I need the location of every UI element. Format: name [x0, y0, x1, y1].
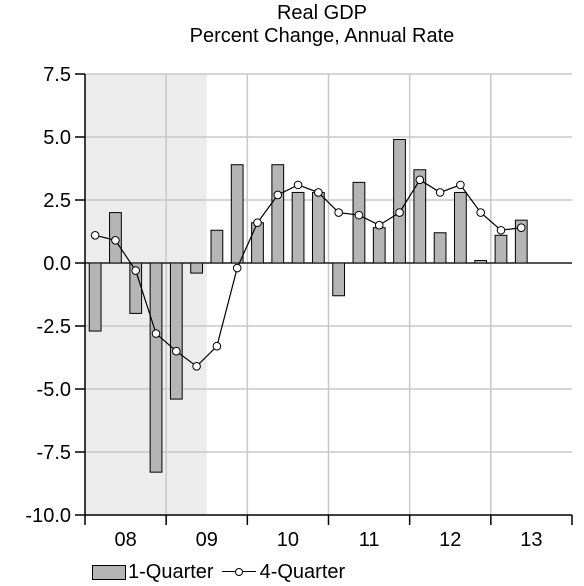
y-tick-label: 2.5 [43, 190, 71, 212]
legend-line-marker-icon [221, 565, 256, 579]
bar-1-quarter [311, 191, 325, 264]
legend-label-1-quarter: 1-Quarter [128, 560, 214, 583]
point-4-quarter [476, 208, 485, 217]
point-4-quarter [293, 180, 303, 190]
bar-1-quarter [372, 227, 386, 264]
point-4-quarter [496, 225, 506, 235]
bar-1-quarter [169, 262, 183, 400]
point-4-quarter [334, 208, 343, 217]
point-4-quarter [273, 190, 283, 200]
bar-1-quarter [332, 262, 346, 297]
bar-1-quarter [291, 191, 305, 264]
x-tick-label: 12 [439, 529, 461, 551]
point-4-quarter [151, 329, 161, 338]
y-tick-label: -5.0 [37, 379, 71, 401]
bar-1-quarter [454, 191, 467, 264]
bar-1-quarter [271, 164, 285, 264]
point-4-quarter [456, 180, 465, 190]
x-tick-label: 10 [277, 529, 299, 551]
point-4-quarter [374, 220, 384, 230]
point-4-quarter [253, 218, 262, 227]
point-4-quarter [131, 266, 141, 275]
chart-subtitle: Percent Change, Annual Rate [189, 25, 455, 47]
y-tick-label: 5.0 [43, 127, 71, 149]
bar-1-quarter [210, 229, 224, 264]
point-4-quarter [212, 341, 222, 351]
bar-1-quarter [190, 262, 203, 274]
bar-1-quarter [149, 262, 163, 473]
point-4-quarter [192, 362, 201, 371]
x-tick-label: 13 [520, 529, 542, 551]
legend: 1-Quarter 4-Quarter [92, 559, 345, 585]
y-tick-label: -10.0 [25, 505, 71, 527]
bar-1-quarter [251, 222, 264, 264]
bar-1-quarter [230, 164, 244, 264]
point-4-quarter [314, 188, 323, 197]
chart-title: Real GDP [276, 2, 368, 24]
x-tick-label: 08 [114, 529, 136, 551]
point-4-quarter [354, 210, 364, 220]
bar-1-quarter [413, 169, 427, 264]
y-tick-label: 0.0 [43, 253, 71, 275]
point-4-quarter [232, 263, 242, 273]
line-4-quarter [95, 179, 522, 368]
x-tick-label: 09 [196, 529, 218, 551]
bar-1-quarter [88, 262, 102, 332]
y-tick-label: -7.5 [37, 442, 71, 464]
bar-1-quarter [433, 232, 447, 264]
legend-label-4-quarter: 4-Quarter [259, 560, 346, 583]
point-4-quarter [111, 236, 120, 245]
point-4-quarter [435, 188, 445, 197]
x-tick-label: 11 [359, 529, 380, 551]
bar-1-quarter [474, 259, 488, 264]
bar-1-quarter [494, 234, 508, 264]
point-4-quarter [90, 230, 100, 240]
y-tick-label: 7.5 [43, 64, 71, 86]
bar-1-quarter [352, 181, 366, 264]
point-4-quarter [415, 175, 425, 185]
point-4-quarter [172, 346, 181, 356]
point-4-quarter [395, 208, 404, 217]
legend-bar-swatch [92, 564, 126, 580]
y-tick-label: -2.5 [37, 316, 71, 338]
bar-1-quarter [514, 219, 528, 264]
point-4-quarter [516, 223, 526, 233]
bar-1-quarter [393, 139, 406, 264]
recession-shading [85, 74, 207, 515]
